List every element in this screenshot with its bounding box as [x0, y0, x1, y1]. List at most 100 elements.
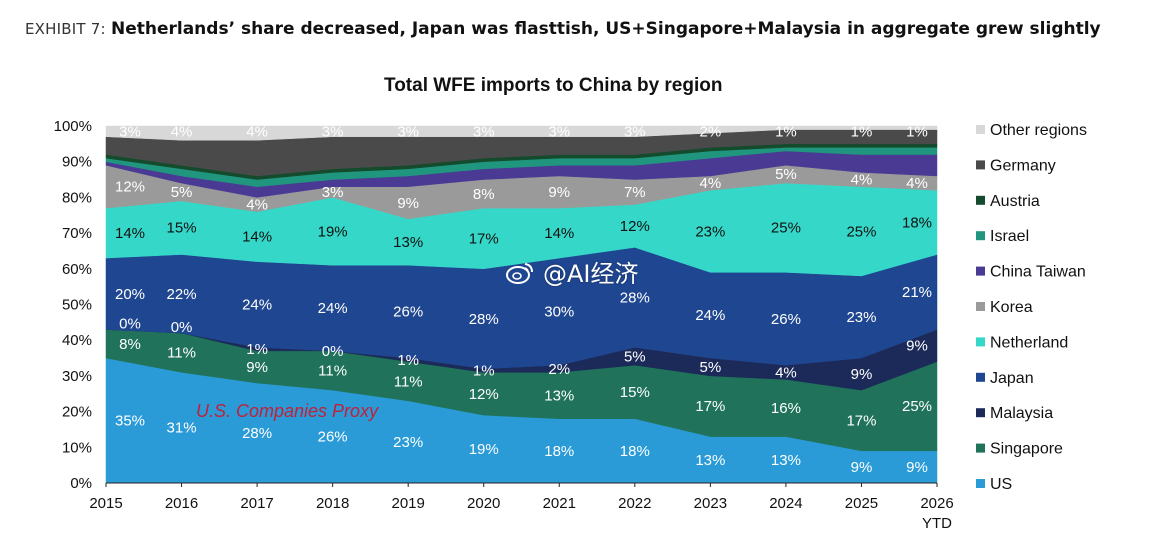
label-korea-2018: 3%	[322, 184, 344, 201]
label-japan-2016: 22%	[167, 286, 197, 303]
label-other-regions-2023: 2%	[700, 124, 722, 141]
label-malaysia-2018: 0%	[322, 343, 344, 360]
label-us-2023: 13%	[695, 452, 725, 469]
x-tick-2015: 2015	[89, 495, 122, 512]
label-us-2019: 23%	[393, 434, 423, 451]
legend-label-japan: Japan	[990, 370, 1034, 387]
label-korea-2026: 4%	[906, 175, 928, 192]
legend-label-israel: Israel	[990, 228, 1029, 245]
label-other-regions-2021: 3%	[548, 124, 570, 141]
label-netherland-2026: 18%	[902, 214, 932, 231]
label-singapore-2015: 8%	[119, 336, 141, 353]
label-korea-2025: 4%	[851, 172, 873, 189]
label-us-2018: 26%	[318, 429, 348, 446]
watermark-text: @AI经济	[543, 260, 639, 288]
legend-swatch-other-regions	[976, 125, 985, 134]
label-singapore-2018: 11%	[318, 363, 347, 380]
legend-swatch-austria	[976, 195, 985, 205]
label-japan-2015: 20%	[115, 286, 145, 303]
label-korea-2017: 4%	[246, 197, 268, 214]
label-japan-2020: 28%	[469, 311, 499, 328]
y-tick-7: 70%	[62, 225, 92, 242]
x-tick-2022: 2022	[618, 495, 651, 512]
label-netherland-2018: 19%	[318, 223, 348, 240]
weibo-logo-icon	[506, 263, 533, 284]
legend-label-us: US	[990, 476, 1012, 493]
label-malaysia-2024: 4%	[775, 364, 797, 381]
x-tick-2026: 2026	[920, 495, 953, 512]
label-us-2021: 18%	[544, 443, 574, 460]
x-tick-2019: 2019	[391, 495, 424, 512]
label-malaysia-2025: 9%	[851, 366, 873, 383]
label-us-2020: 19%	[469, 441, 499, 458]
label-singapore-2020: 12%	[469, 386, 499, 403]
legend: Other regions Germany Austria Israel China T…	[976, 122, 1087, 493]
x-subtick-2026: YTD	[922, 515, 952, 532]
label-japan-2018: 24%	[318, 300, 348, 317]
label-us-2017: 28%	[242, 425, 272, 442]
label-korea-2023: 4%	[700, 175, 722, 192]
label-malaysia-2015: 0%	[119, 315, 141, 332]
x-tick-2024: 2024	[769, 495, 802, 512]
label-korea-2019: 9%	[397, 195, 419, 212]
label-japan-2022: 28%	[620, 289, 650, 306]
legend-label-netherland: Netherland	[990, 334, 1068, 351]
legend-swatch-malaysia	[976, 408, 985, 418]
label-netherland-2017: 14%	[242, 229, 272, 246]
y-tick-10: 100%	[54, 118, 92, 135]
y-tick-2: 20%	[62, 404, 92, 421]
area-other-regions	[105, 125, 938, 141]
label-malaysia-2017: 1%	[246, 341, 268, 358]
label-other-regions-2015: 3%	[119, 124, 141, 141]
y-tick-5: 50%	[62, 297, 92, 314]
y-tick-0: 0%	[70, 475, 92, 492]
label-korea-2020: 8%	[473, 186, 495, 203]
label-korea-2016: 5%	[171, 184, 193, 201]
label-malaysia-2020: 1%	[473, 363, 495, 380]
label-japan-2025: 23%	[846, 309, 876, 326]
label-us-2025: 9%	[851, 459, 873, 476]
label-malaysia-2026: 9%	[906, 338, 928, 355]
legend-label-korea: Korea	[990, 299, 1033, 316]
label-other-regions-2026: 1%	[906, 124, 928, 141]
label-netherland-2025: 25%	[846, 223, 876, 240]
legend-swatch-germany	[976, 160, 985, 170]
label-japan-2021: 30%	[544, 304, 574, 321]
label-singapore-2016: 11%	[167, 345, 196, 362]
label-singapore-2019: 11%	[394, 373, 423, 390]
label-us-2016: 31%	[167, 420, 197, 437]
label-other-regions-2020: 3%	[473, 124, 495, 141]
y-tick-6: 60%	[62, 261, 92, 278]
label-netherland-2021: 14%	[544, 225, 574, 242]
label-korea-2015: 12%	[115, 179, 145, 196]
legend-swatch-singapore	[976, 443, 985, 453]
legend-label-singapore: Singapore	[990, 441, 1063, 458]
label-singapore-2022: 15%	[620, 384, 650, 401]
legend-swatch-israel	[976, 231, 985, 241]
x-tick-2018: 2018	[316, 495, 349, 512]
legend-swatch-japan	[976, 372, 985, 382]
data-labels: 35% 31% 28% 26% 23% 19% 18% 18% 13% 13% 9% 9% 8% 11% 9…	[115, 124, 932, 476]
legend-label-other-regions: Other regions	[990, 122, 1087, 139]
x-tick-2017: 2017	[240, 495, 273, 512]
axes: 0% 10% 20% 30% 40% 50% 60% 70% 80% 90% 100% 2015 201…	[54, 118, 954, 532]
legend-swatch-korea	[976, 302, 985, 311]
label-netherland-2024: 25%	[771, 220, 801, 237]
exhibit-header: EXHIBIT 7: Netherlands’ share decreased,…	[25, 18, 1101, 40]
label-japan-2023: 24%	[695, 307, 725, 324]
y-tick-8: 80%	[62, 189, 92, 206]
label-other-regions-2017: 4%	[246, 124, 268, 141]
label-netherland-2020: 17%	[469, 230, 499, 247]
label-other-regions-2018: 3%	[322, 124, 344, 141]
y-tick-4: 40%	[62, 332, 92, 349]
label-us-2015: 35%	[115, 413, 145, 430]
us-companies-proxy-annotation: U.S. Companies Proxy	[196, 401, 379, 421]
label-korea-2021: 9%	[548, 184, 570, 201]
label-netherland-2019: 13%	[393, 234, 423, 251]
label-other-regions-2022: 3%	[624, 124, 646, 141]
legend-label-malaysia: Malaysia	[990, 405, 1053, 422]
label-korea-2024: 5%	[775, 166, 797, 183]
label-korea-2022: 7%	[624, 184, 646, 201]
label-other-regions-2024: 1%	[775, 124, 797, 141]
